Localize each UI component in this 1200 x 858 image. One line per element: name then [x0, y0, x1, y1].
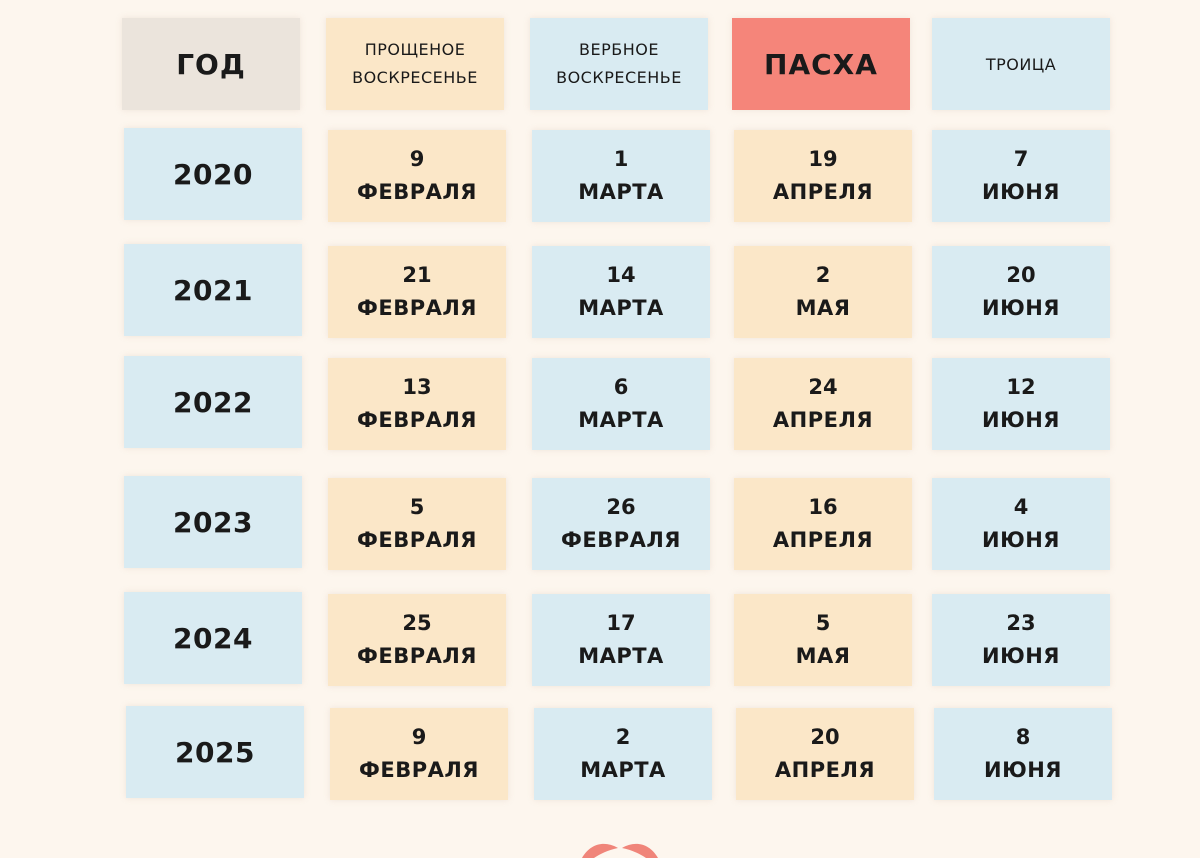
date-day: 5 [815, 611, 831, 635]
date-month: МАРТА [578, 408, 664, 432]
date-month: ИЮНЯ [984, 758, 1062, 782]
date-month: ИЮНЯ [982, 180, 1060, 204]
date-month: ФЕВРАЛЯ [357, 528, 477, 552]
date-month: АПРЕЛЯ [772, 180, 874, 204]
forgiveness-date-cell: 9 ФЕВРАЛЯ [330, 708, 508, 800]
date-month: МАРТА [578, 180, 664, 204]
date-day: 2 [815, 263, 831, 287]
date-month: ИЮНЯ [982, 296, 1060, 320]
date-day: 9 [411, 725, 427, 749]
palm-date-cell: 6 МАРТА [532, 358, 710, 450]
date-day: 7 [1013, 147, 1029, 171]
year-cell: 2023 [124, 476, 302, 568]
year-value: 2021 [173, 273, 253, 307]
header-palm-sunday: ВЕРБНОЕ ВОСКРЕСЕНЬЕ [530, 18, 708, 110]
trinity-date-cell: 8 ИЮНЯ [934, 708, 1112, 800]
date-day: 5 [409, 495, 425, 519]
date-day: 8 [1015, 725, 1031, 749]
date-month: МАЯ [795, 296, 851, 320]
date-day: 1 [613, 147, 629, 171]
date-day: 12 [1006, 375, 1036, 399]
date-day: 4 [1013, 495, 1029, 519]
date-day: 17 [606, 611, 636, 635]
date-month: ФЕВРАЛЯ [561, 528, 681, 552]
date-day: 6 [613, 375, 629, 399]
header-forgiveness-line2: ВОСКРЕСЕНЬЕ [352, 68, 478, 87]
date-day: 26 [606, 495, 636, 519]
date-month: ФЕВРАЛЯ [357, 644, 477, 668]
date-month: МАРТА [578, 296, 664, 320]
easter-date-cell: 20 АПРЕЛЯ [736, 708, 914, 800]
forgiveness-date-cell: 25 ФЕВРАЛЯ [328, 594, 506, 686]
date-day: 19 [808, 147, 838, 171]
year-cell: 2025 [126, 706, 304, 798]
year-value: 2020 [173, 157, 253, 191]
date-day: 21 [402, 263, 432, 287]
palm-date-cell: 2 МАРТА [534, 708, 712, 800]
date-day: 13 [402, 375, 432, 399]
easter-date-cell: 5 МАЯ [734, 594, 912, 686]
date-day: 24 [808, 375, 838, 399]
header-year-label: ГОД [176, 47, 246, 81]
year-cell: 2021 [124, 244, 302, 336]
date-month: ФЕВРАЛЯ [357, 408, 477, 432]
palm-date-cell: 26 ФЕВРАЛЯ [532, 478, 710, 570]
date-day: 2 [615, 725, 631, 749]
header-forgiveness-line1: ПРОЩЕНОЕ [364, 40, 466, 59]
leaf-logo-icon [582, 843, 658, 858]
date-day: 16 [808, 495, 838, 519]
date-month: ИЮНЯ [982, 408, 1060, 432]
year-value: 2024 [173, 621, 253, 655]
date-month: АПРЕЛЯ [774, 758, 876, 782]
date-month: МАРТА [580, 758, 666, 782]
date-month: ФЕВРАЛЯ [359, 758, 479, 782]
forgiveness-date-cell: 13 ФЕВРАЛЯ [328, 358, 506, 450]
trinity-date-cell: 12 ИЮНЯ [932, 358, 1110, 450]
easter-date-cell: 19 АПРЕЛЯ [734, 130, 912, 222]
header-forgiveness-sunday: ПРОЩЕНОЕ ВОСКРЕСЕНЬЕ [326, 18, 504, 110]
forgiveness-date-cell: 21 ФЕВРАЛЯ [328, 246, 506, 338]
header-year: ГОД [122, 18, 300, 110]
header-easter-label: ПАСХА [764, 47, 878, 81]
date-day: 20 [810, 725, 840, 749]
trinity-date-cell: 7 ИЮНЯ [932, 130, 1110, 222]
date-month: МАЯ [795, 644, 851, 668]
forgiveness-date-cell: 5 ФЕВРАЛЯ [328, 478, 506, 570]
header-palm-line2: ВОСКРЕСЕНЬЕ [556, 68, 682, 87]
year-value: 2023 [173, 505, 253, 539]
trinity-date-cell: 4 ИЮНЯ [932, 478, 1110, 570]
easter-date-cell: 16 АПРЕЛЯ [734, 478, 912, 570]
date-day: 23 [1006, 611, 1036, 635]
header-trinity: ТРОИЦА [932, 18, 1110, 110]
forgiveness-date-cell: 9 ФЕВРАЛЯ [328, 130, 506, 222]
date-day: 14 [606, 263, 636, 287]
date-month: МАРТА [578, 644, 664, 668]
date-day: 20 [1006, 263, 1036, 287]
year-cell: 2022 [124, 356, 302, 448]
trinity-date-cell: 23 ИЮНЯ [932, 594, 1110, 686]
date-month: ИЮНЯ [982, 528, 1060, 552]
trinity-date-cell: 20 ИЮНЯ [932, 246, 1110, 338]
date-day: 25 [402, 611, 432, 635]
header-palm-line1: ВЕРБНОЕ [579, 40, 659, 59]
date-month: ФЕВРАЛЯ [357, 296, 477, 320]
date-month: ИЮНЯ [982, 644, 1060, 668]
header-trinity-label: ТРОИЦА [985, 54, 1057, 74]
date-month: ФЕВРАЛЯ [357, 180, 477, 204]
date-month: АПРЕЛЯ [772, 408, 874, 432]
date-month: АПРЕЛЯ [772, 528, 874, 552]
date-day: 9 [409, 147, 425, 171]
palm-date-cell: 1 МАРТА [532, 130, 710, 222]
palm-date-cell: 14 МАРТА [532, 246, 710, 338]
year-cell: 2020 [124, 128, 302, 220]
header-easter: ПАСХА [732, 18, 910, 110]
year-value: 2025 [175, 735, 255, 769]
easter-date-cell: 24 АПРЕЛЯ [734, 358, 912, 450]
year-value: 2022 [173, 385, 253, 419]
year-cell: 2024 [124, 592, 302, 684]
palm-date-cell: 17 МАРТА [532, 594, 710, 686]
easter-date-cell: 2 МАЯ [734, 246, 912, 338]
